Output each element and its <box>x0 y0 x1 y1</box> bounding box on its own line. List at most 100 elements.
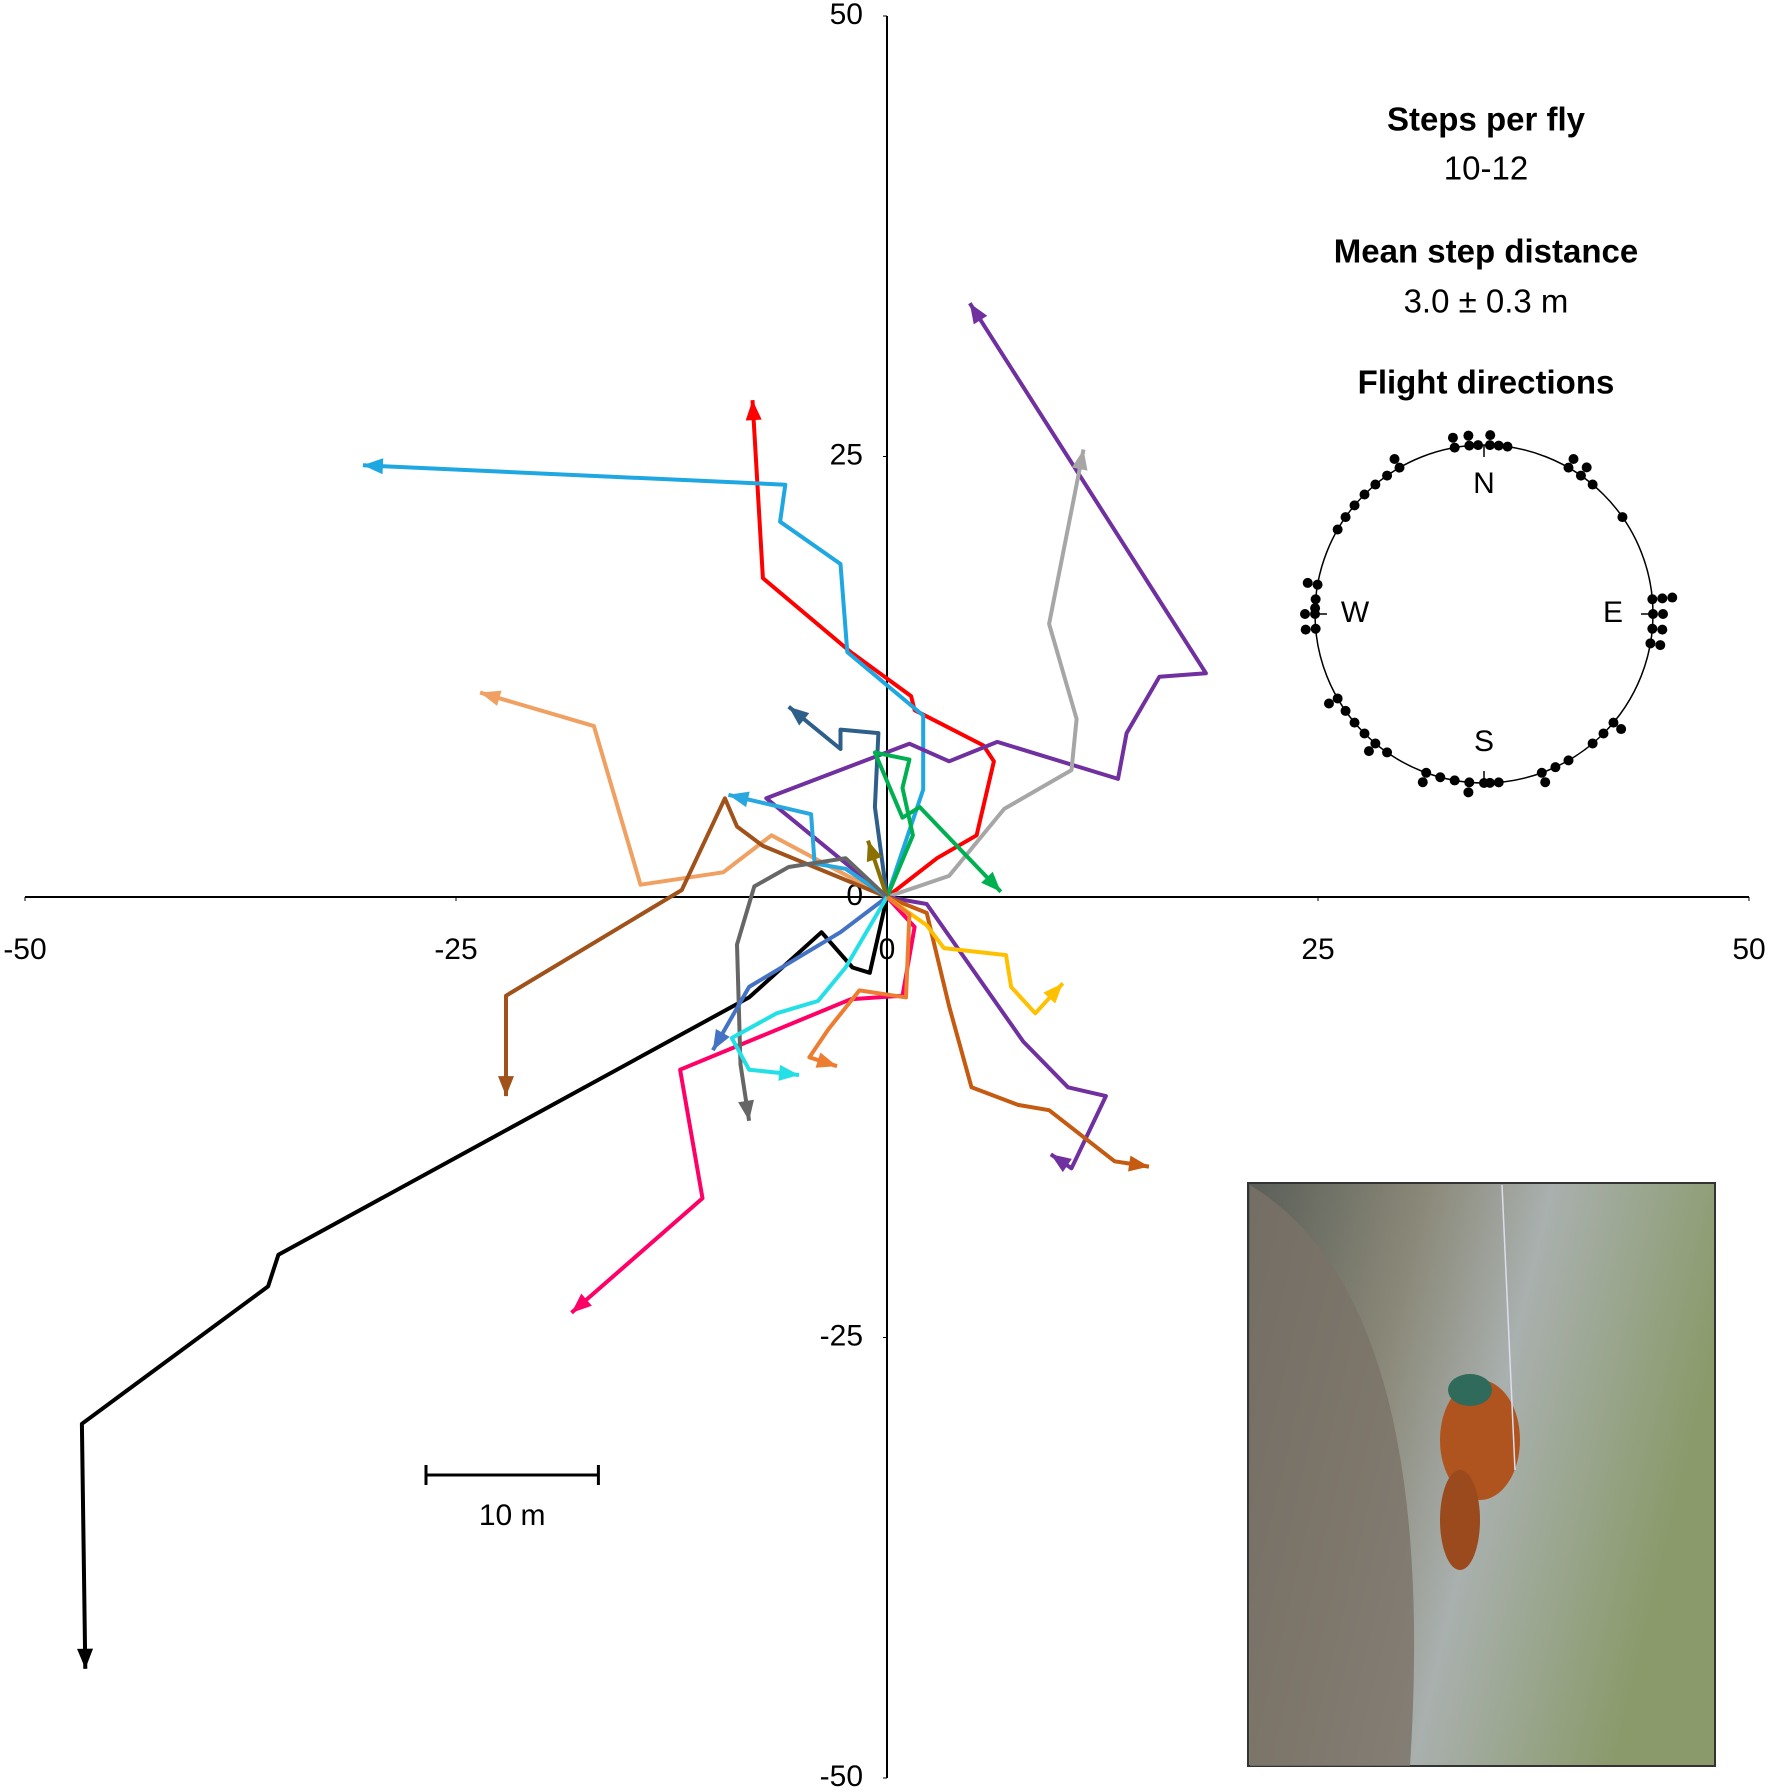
x-tick-label: -25 <box>434 933 477 966</box>
direction-dot <box>1617 512 1628 523</box>
direction-dot <box>1463 430 1474 441</box>
direction-dot <box>1332 524 1343 535</box>
direction-dot <box>1394 462 1405 473</box>
direction-dot <box>1389 453 1400 464</box>
y-tick-label: -25 <box>820 1319 863 1352</box>
x-tick-label: 25 <box>1301 933 1334 966</box>
arrowhead <box>728 791 750 808</box>
arrowhead <box>745 400 762 421</box>
direction-dot <box>1363 746 1374 757</box>
direction-dot <box>1502 441 1513 452</box>
track-line <box>735 856 889 1122</box>
direction-dot <box>1300 609 1310 619</box>
track-line <box>504 796 888 1097</box>
direction-dot <box>1370 479 1381 490</box>
direction-dot <box>1310 603 1321 614</box>
direction-dot <box>1648 609 1658 619</box>
arrowhead <box>480 690 502 706</box>
arrowhead <box>497 1076 514 1097</box>
compass-label: E <box>1603 596 1623 629</box>
direction-dot <box>1464 777 1475 788</box>
direction-dot <box>1382 747 1393 758</box>
x-tick-label: 50 <box>1732 933 1765 966</box>
photo-fly-abdomen <box>1440 1470 1480 1570</box>
track-line <box>885 895 1065 1016</box>
scale-bar-label: 10 m <box>479 1499 546 1532</box>
x-tick-label: 0 <box>879 933 896 966</box>
direction-dot <box>1421 767 1432 778</box>
arrowhead <box>362 458 384 475</box>
direction-dot <box>1312 579 1323 590</box>
direction-dot <box>1485 430 1496 441</box>
arrowhead <box>1128 1155 1150 1172</box>
direction-dot <box>1540 777 1551 788</box>
direction-dot <box>1536 767 1547 778</box>
arrowhead <box>738 1099 754 1121</box>
steps-title: Steps per fly <box>1387 101 1586 138</box>
track-line <box>727 792 889 899</box>
direction-dot <box>1370 738 1381 749</box>
direction-dot <box>1359 728 1370 739</box>
distance-title: Mean step distance <box>1334 233 1638 270</box>
y-tick-label: 25 <box>830 438 863 471</box>
direction-dot <box>1563 755 1574 766</box>
track-line <box>479 690 888 899</box>
track-line <box>750 399 996 899</box>
arrowhead <box>1071 449 1088 471</box>
direction-dot <box>1382 470 1393 481</box>
arrowhead <box>866 840 882 863</box>
y-tick-label: -50 <box>820 1760 863 1792</box>
direction-dot <box>1563 462 1574 473</box>
direction-dot <box>1449 775 1460 786</box>
direction-dot <box>1598 728 1609 739</box>
track-line <box>807 895 912 1069</box>
direction-dot <box>1568 453 1579 464</box>
direction-dot <box>1493 777 1504 788</box>
direction-dot <box>1616 724 1627 735</box>
photo-inset <box>1247 1182 1716 1767</box>
track-line <box>79 896 889 1669</box>
arrowhead <box>77 1648 94 1669</box>
direction-dot <box>1657 593 1668 604</box>
direction-dot <box>1581 462 1592 473</box>
arrowhead <box>1050 1154 1072 1173</box>
photo-thread <box>1501 1184 1516 1471</box>
arrowhead <box>815 1052 838 1068</box>
track-line <box>886 895 1108 1171</box>
direction-dot <box>1493 440 1504 451</box>
track-line <box>764 302 1208 899</box>
photo-rock <box>1250 1185 1415 1766</box>
y-tick-label: 50 <box>830 0 863 31</box>
arrowhead <box>778 1064 800 1081</box>
arrowhead <box>981 871 1001 892</box>
track-line <box>362 463 926 898</box>
arrowhead <box>712 1028 730 1051</box>
direction-dot <box>1657 624 1668 635</box>
direction-dot <box>1587 738 1598 749</box>
direction-dot <box>1340 705 1351 716</box>
direction-dot <box>1323 698 1334 709</box>
direction-dot <box>1658 609 1668 619</box>
direction-dot <box>1449 442 1460 453</box>
arrowhead <box>788 706 810 726</box>
arrowhead <box>571 1293 592 1313</box>
direction-dot <box>1484 440 1495 451</box>
track-line <box>886 449 1086 899</box>
compass-label: N <box>1473 467 1495 500</box>
track-line <box>872 750 1003 898</box>
track-line <box>729 895 889 1077</box>
track-line <box>711 895 889 1052</box>
direction-dot <box>1300 624 1311 635</box>
photo-fly-eye <box>1448 1374 1492 1406</box>
direction-dot <box>1608 717 1619 728</box>
direction-dot <box>1310 623 1321 634</box>
direction-dot <box>1587 479 1598 490</box>
x-tick-label: -50 <box>3 933 46 966</box>
direction-dot <box>1359 489 1370 500</box>
arrowhead <box>969 303 988 325</box>
direction-dot <box>1447 432 1458 443</box>
direction-dot <box>1417 777 1428 788</box>
directions-title: Flight directions <box>1358 364 1615 401</box>
